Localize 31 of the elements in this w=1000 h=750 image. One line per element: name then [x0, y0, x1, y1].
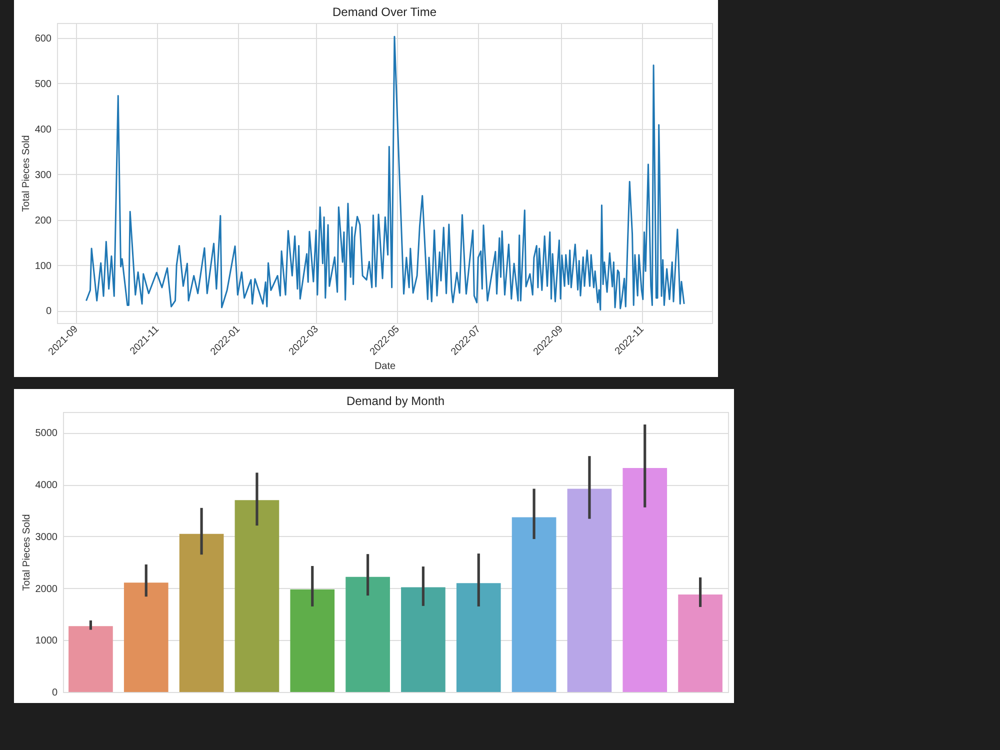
y-tick-label: 1000 — [35, 636, 58, 647]
bar — [234, 500, 280, 692]
y-tick-label: 0 — [46, 306, 52, 318]
bar — [456, 583, 501, 692]
bar — [622, 468, 668, 692]
line-series — [85, 36, 685, 311]
bar — [567, 488, 612, 692]
bar — [124, 582, 168, 692]
x-axis-title: Date — [374, 360, 396, 372]
y-tick-label: 500 — [34, 78, 52, 90]
y-tick-label: 0 — [52, 688, 58, 698]
bar — [678, 594, 722, 692]
bar — [512, 517, 556, 692]
bar — [401, 587, 446, 692]
y-tick-label: 2000 — [35, 584, 58, 595]
bar — [179, 534, 224, 692]
chart-title: Demand Over Time — [332, 5, 437, 19]
y-tick-label: 400 — [34, 124, 52, 136]
y-tick-label: 200 — [34, 215, 52, 226]
bar — [290, 589, 335, 692]
y-tick-label: 5000 — [35, 428, 58, 440]
y-axis-title: Total Pieces Sold — [20, 135, 32, 212]
y-tick-label: 300 — [34, 170, 52, 181]
bar — [68, 626, 113, 692]
y-tick-label: 4000 — [35, 480, 58, 492]
bar — [346, 576, 390, 692]
y-tick-label: 3000 — [35, 532, 58, 543]
chart-title: Demand by Month — [346, 394, 445, 408]
y-tick-label: 600 — [34, 34, 52, 44]
y-tick-label: 100 — [34, 260, 52, 272]
y-axis-title: Total Pieces Sold — [21, 514, 32, 591]
